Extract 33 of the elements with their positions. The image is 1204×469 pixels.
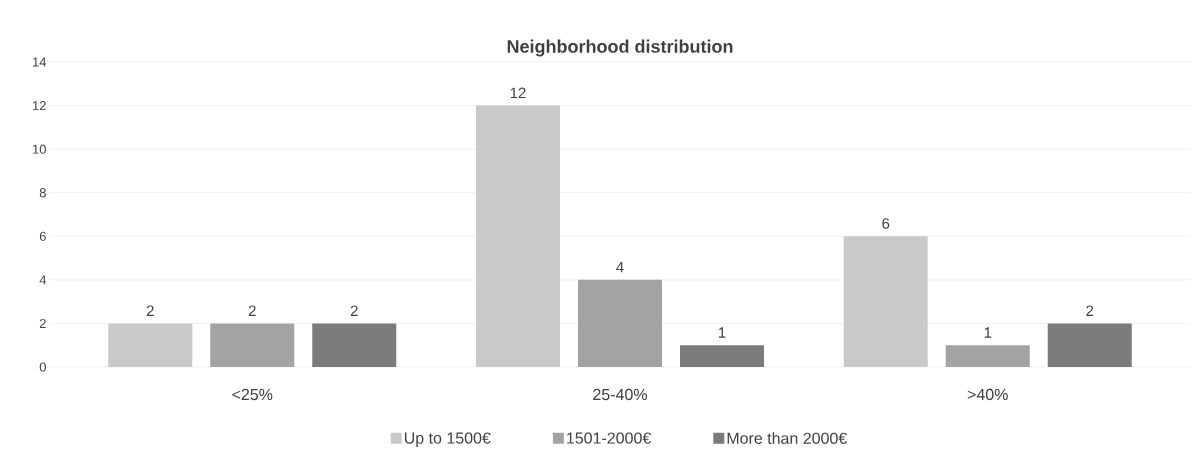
bar xyxy=(108,323,193,367)
bar xyxy=(843,236,928,367)
bar xyxy=(312,323,397,367)
data-label: 2 xyxy=(248,305,256,316)
legend-label: Up to 1500€ xyxy=(404,432,491,447)
bar xyxy=(945,345,1030,367)
y-tick-label: 2 xyxy=(39,318,46,328)
data-label: 2 xyxy=(1086,305,1094,316)
y-tick-label: 4 xyxy=(39,275,47,285)
y-tick-label: 10 xyxy=(33,144,46,154)
data-label: 1 xyxy=(984,327,992,338)
y-tick-label: 6 xyxy=(39,231,46,241)
bar xyxy=(476,105,560,367)
x-tick-label: <25% xyxy=(232,388,273,401)
bar xyxy=(1047,323,1132,367)
x-tick-label: >40% xyxy=(967,388,1008,401)
data-label: 12 xyxy=(510,87,526,99)
data-label: 2 xyxy=(350,305,358,316)
bar xyxy=(578,279,662,367)
data-label: 1 xyxy=(718,327,726,338)
y-tick-label: 12 xyxy=(33,101,46,111)
y-tick-label: 0 xyxy=(39,362,46,372)
legend-label: More than 2000€ xyxy=(727,432,848,444)
bar xyxy=(680,345,764,367)
data-label: 4 xyxy=(616,262,624,273)
data-label: 2 xyxy=(146,305,154,316)
y-tick-label: 8 xyxy=(39,188,46,198)
bar xyxy=(210,323,295,367)
legend-label: 1501-2000€ xyxy=(567,432,652,444)
data-label: 6 xyxy=(882,218,890,229)
chart-title: Neighborhood distribution xyxy=(507,39,733,57)
x-tick-label: 25-40% xyxy=(593,388,647,401)
y-tick-label: 14 xyxy=(33,57,47,67)
